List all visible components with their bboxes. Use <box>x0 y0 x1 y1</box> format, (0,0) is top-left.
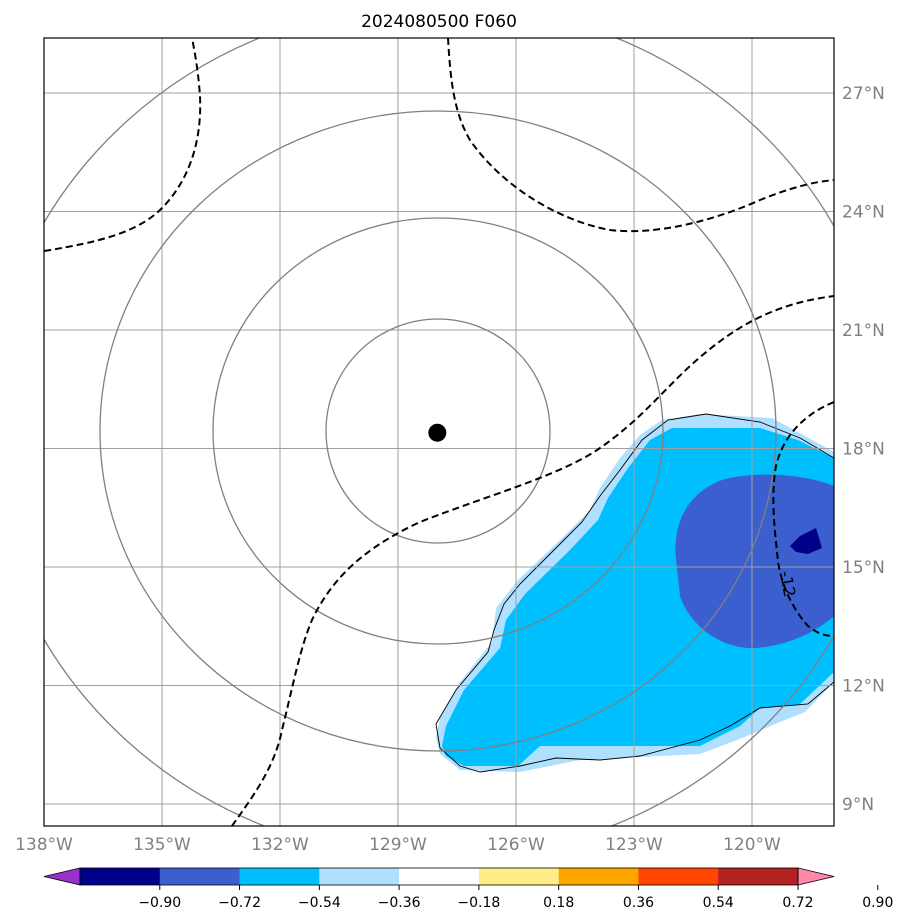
colorbar-tick-label: 0.90 <box>862 895 893 911</box>
shaded-field <box>436 414 834 772</box>
colorbar-tick-label: −0.90 <box>138 895 181 911</box>
map-title: 2024080500 F060 <box>361 12 517 32</box>
longitude-label: 123°W <box>605 835 663 855</box>
colorbar-tick-label: 0.36 <box>623 895 654 911</box>
latitude-label: 18°N <box>842 440 885 460</box>
contour-line-1 <box>44 38 202 252</box>
colorbar-tick-label: −0.36 <box>378 895 421 911</box>
longitude-label: 138°W <box>15 835 73 855</box>
colorbar-extend-min <box>43 867 81 886</box>
storm-center-marker <box>428 423 447 442</box>
longitude-label: 132°W <box>251 835 309 855</box>
colorbar-segment <box>558 868 639 885</box>
latitude-labels: 9°N 12°N 15°N 18°N 21°N 24°N 27°N <box>842 84 885 815</box>
field-dark-region <box>675 474 834 649</box>
range-ring-3 <box>99 110 777 752</box>
longitude-label: 135°W <box>133 835 191 855</box>
longitude-label: 126°W <box>487 835 545 855</box>
latitude-label: 9°N <box>842 795 874 815</box>
colorbar-segment <box>239 868 320 885</box>
contour-line-2 <box>447 38 834 233</box>
latitude-label: 15°N <box>842 558 885 578</box>
colorbar-frame <box>79 867 799 886</box>
contour-label: -12 <box>776 569 799 598</box>
longitude-label: 120°W <box>723 835 781 855</box>
longitude-label: 129°W <box>369 835 427 855</box>
colorbar-tick-label: −0.18 <box>457 895 500 911</box>
colorbar-extend-max <box>797 867 835 886</box>
colorbar-tick-label: 0.54 <box>703 895 734 911</box>
dashed-contours <box>44 38 834 826</box>
colorbar-tick-label: 0.72 <box>782 895 813 911</box>
range-rings <box>44 38 834 826</box>
latitude-label: 24°N <box>842 203 885 223</box>
range-ring-1 <box>325 318 551 544</box>
field-darkest-region <box>790 528 822 554</box>
contour-line-3 <box>231 295 834 826</box>
colorbar-segment <box>80 868 161 885</box>
colorbar-segment <box>478 868 560 885</box>
lat-lon-graticule <box>44 38 834 826</box>
colorbar-segment <box>399 868 480 885</box>
colorbar-tick-label: −0.72 <box>218 895 261 911</box>
contour-line-minus-12 <box>772 401 834 637</box>
plot-frame <box>43 37 835 827</box>
colorbar-segment <box>159 868 241 885</box>
colorbar-tick-label: −0.54 <box>298 895 341 911</box>
colorbar-tick-label: 0.18 <box>543 895 574 911</box>
field-outline <box>435 413 834 773</box>
latitude-label: 27°N <box>842 84 885 104</box>
longitude-labels: 138°W 135°W 132°W 129°W 126°W 123°W 120°W <box>15 835 781 855</box>
range-ring-2 <box>212 217 664 645</box>
colorbar: −0.90 −0.72 −0.54 −0.36 −0.18 0.18 0.36 0.54 0.7… <box>43 867 893 911</box>
colorbar-segment <box>718 868 799 885</box>
colorbar-segment <box>638 868 719 885</box>
latitude-label: 21°N <box>842 321 885 341</box>
latitude-label: 12°N <box>842 677 885 697</box>
colorbar-segment <box>319 868 400 885</box>
